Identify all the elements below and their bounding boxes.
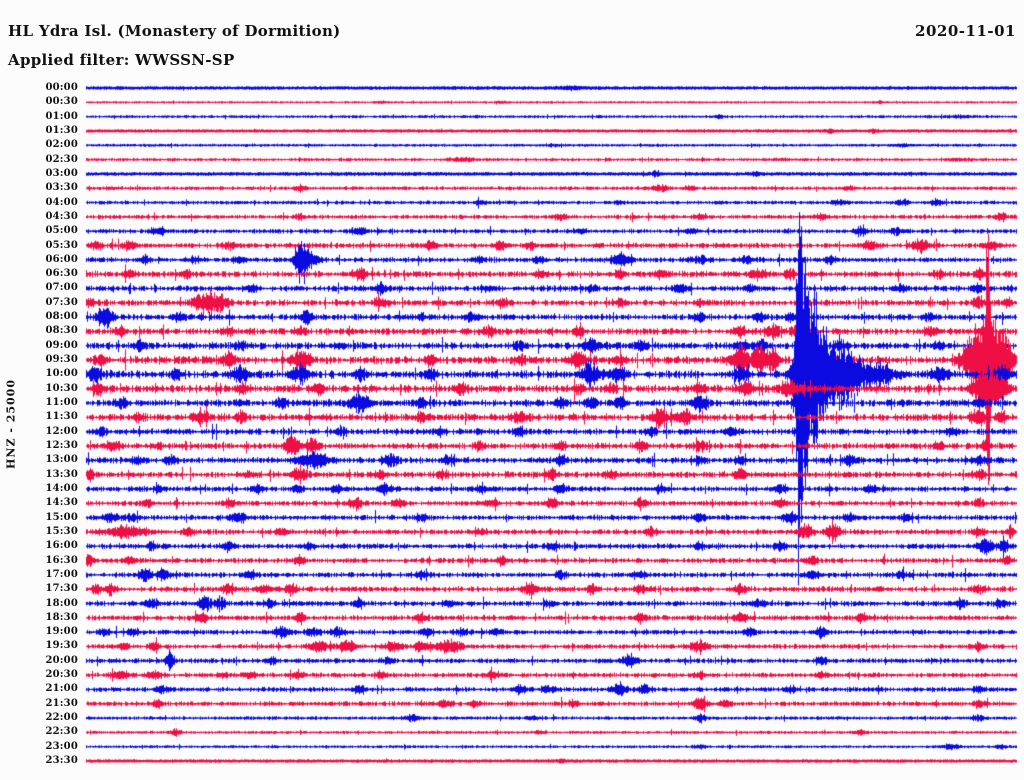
time-label: 12:30	[45, 440, 78, 451]
applied-filter-label: Applied filter: WWSSN-SP	[8, 51, 235, 69]
time-label: 09:00	[45, 339, 78, 351]
plot-date: 2020-11-01	[915, 22, 1016, 40]
time-label: 15:00	[45, 511, 78, 523]
time-label: 19:30	[45, 640, 78, 652]
time-label: 22:30	[45, 726, 78, 738]
time-label: 13:00	[45, 454, 78, 466]
time-label: 15:30	[45, 525, 78, 537]
time-label: 23:00	[45, 740, 78, 752]
time-label: 02:00	[45, 139, 78, 151]
station-title: HL Ydra Isl. (Monastery of Dormition)	[8, 22, 341, 40]
time-label: 00:30	[45, 96, 78, 108]
time-label: 16:00	[45, 540, 78, 552]
time-label: 22:00	[45, 712, 78, 724]
time-label: 08:00	[45, 311, 78, 323]
time-label: 07:00	[45, 282, 78, 294]
time-label: 03:30	[45, 182, 78, 194]
time-label: 12:00	[45, 425, 78, 437]
time-label: 11:00	[45, 397, 78, 409]
time-label: 14:00	[45, 482, 78, 494]
time-label: 01:00	[45, 110, 78, 122]
time-label: 05:30	[45, 239, 78, 251]
time-label: 05:00	[45, 225, 78, 237]
time-label: 10:30	[45, 382, 78, 394]
time-label: 16:30	[45, 554, 78, 566]
time-label: 04:00	[45, 196, 78, 208]
time-label: 17:30	[45, 583, 78, 595]
time-label: 11:30	[45, 411, 78, 423]
time-label: 20:30	[45, 669, 78, 681]
time-label: 00:00	[45, 82, 78, 93]
time-label: 01:30	[45, 124, 78, 136]
time-label: 23:30	[45, 755, 78, 767]
time-label: 14:30	[45, 497, 78, 509]
time-label: 18:30	[45, 611, 78, 623]
time-label: 04:30	[45, 210, 78, 222]
time-label: 20:00	[45, 654, 78, 666]
time-label: 08:30	[45, 325, 78, 337]
time-label: 07:30	[45, 296, 78, 308]
time-label: 18:00	[45, 597, 78, 609]
time-label: 06:30	[45, 268, 78, 280]
time-label: 21:00	[45, 683, 78, 695]
time-label: 09:30	[45, 354, 78, 366]
time-label: 10:00	[45, 368, 78, 380]
time-label: 21:30	[45, 697, 78, 709]
time-label: 19:00	[45, 626, 78, 638]
time-label: 13:30	[45, 468, 78, 480]
time-label: 17:00	[45, 568, 78, 580]
time-label: 06:00	[45, 253, 78, 265]
time-label: 03:00	[45, 167, 78, 179]
time-label: 02:30	[45, 153, 78, 165]
